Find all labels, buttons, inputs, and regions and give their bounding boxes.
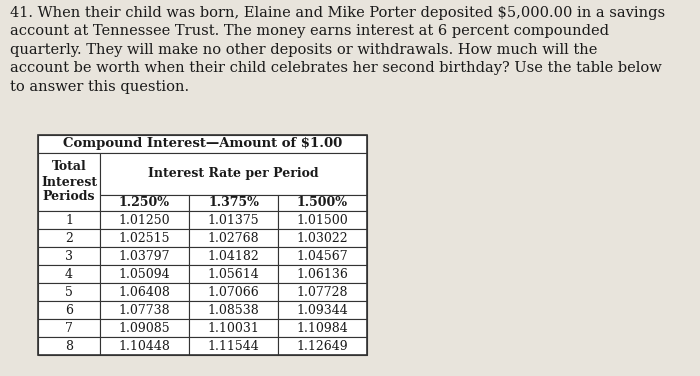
Bar [278, 195, 367, 211]
Bar [189, 319, 278, 337]
Text: 1.09344: 1.09344 [297, 303, 349, 317]
Bar [278, 247, 367, 265]
Text: 1.10448: 1.10448 [118, 340, 170, 353]
Bar [100, 283, 189, 301]
Bar [189, 301, 278, 319]
Text: 1.09085: 1.09085 [119, 321, 170, 335]
Text: 1.250%: 1.250% [119, 197, 170, 209]
Bar [189, 265, 278, 283]
Bar [100, 153, 367, 195]
Bar [38, 135, 367, 153]
Text: 1.03797: 1.03797 [119, 250, 170, 262]
Bar [38, 135, 367, 355]
Bar [100, 247, 189, 265]
Bar [278, 337, 367, 355]
Text: Interest Rate per Period: Interest Rate per Period [148, 167, 318, 180]
Bar [38, 265, 100, 283]
Text: 1.02768: 1.02768 [208, 232, 259, 244]
Text: 1.05094: 1.05094 [119, 267, 170, 280]
Bar [38, 301, 100, 319]
Text: 8: 8 [65, 340, 73, 353]
Text: 2: 2 [65, 232, 73, 244]
Text: 1.05614: 1.05614 [208, 267, 260, 280]
Bar [189, 337, 278, 355]
Bar [100, 337, 189, 355]
Bar [38, 153, 100, 211]
Text: 41. When their child was born, Elaine and Mike Porter deposited $5,000.00 in a s: 41. When their child was born, Elaine an… [10, 6, 665, 94]
Text: 5: 5 [65, 285, 73, 299]
Bar [278, 229, 367, 247]
Text: 1.01250: 1.01250 [119, 214, 170, 226]
Bar [278, 319, 367, 337]
Text: 1.08538: 1.08538 [208, 303, 260, 317]
Text: 1.06136: 1.06136 [297, 267, 349, 280]
Bar [189, 283, 278, 301]
Bar [100, 211, 189, 229]
Text: 1.10984: 1.10984 [297, 321, 349, 335]
Text: Total
Interest
Periods: Total Interest Periods [41, 161, 97, 203]
Text: 1.11544: 1.11544 [208, 340, 260, 353]
Text: 1.06408: 1.06408 [118, 285, 170, 299]
Bar [100, 229, 189, 247]
Text: 1.10031: 1.10031 [208, 321, 260, 335]
Bar [100, 265, 189, 283]
Bar [38, 283, 100, 301]
Bar [189, 247, 278, 265]
Bar [278, 265, 367, 283]
Text: 3: 3 [65, 250, 73, 262]
Text: 1.07066: 1.07066 [208, 285, 260, 299]
Text: 1.01375: 1.01375 [208, 214, 259, 226]
Bar [278, 283, 367, 301]
Bar [278, 211, 367, 229]
Bar [100, 195, 189, 211]
Text: 1.04182: 1.04182 [208, 250, 260, 262]
Bar [38, 229, 100, 247]
Text: Compound Interest—Amount of $1.00: Compound Interest—Amount of $1.00 [63, 138, 342, 150]
Bar [38, 337, 100, 355]
Bar [278, 301, 367, 319]
Bar [38, 211, 100, 229]
Text: 1.12649: 1.12649 [297, 340, 349, 353]
Text: 7: 7 [65, 321, 73, 335]
Text: 1.02515: 1.02515 [119, 232, 170, 244]
Text: 1: 1 [65, 214, 73, 226]
Text: 1.500%: 1.500% [297, 197, 348, 209]
Bar [189, 229, 278, 247]
Text: 1.07728: 1.07728 [297, 285, 349, 299]
Bar [100, 301, 189, 319]
Text: 4: 4 [65, 267, 73, 280]
Bar [38, 319, 100, 337]
Bar [100, 319, 189, 337]
Bar [189, 211, 278, 229]
Text: 1.04567: 1.04567 [297, 250, 349, 262]
Text: 6: 6 [65, 303, 73, 317]
Bar [189, 195, 278, 211]
Text: 1.03022: 1.03022 [297, 232, 349, 244]
Text: 1.375%: 1.375% [208, 197, 259, 209]
Text: 1.01500: 1.01500 [297, 214, 349, 226]
Bar [38, 247, 100, 265]
Text: 1.07738: 1.07738 [119, 303, 170, 317]
